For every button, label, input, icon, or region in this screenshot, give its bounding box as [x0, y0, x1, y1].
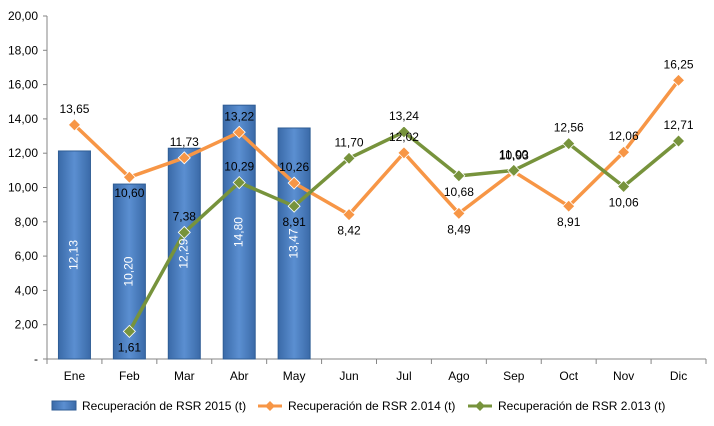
- series-point: [342, 151, 356, 165]
- legend-marker: [475, 401, 485, 411]
- line-data-label: 7,38: [173, 209, 197, 223]
- line-data-label: 10,93: [499, 149, 529, 163]
- line-data-label: 8,49: [447, 222, 471, 236]
- series-point: [122, 324, 136, 338]
- y-tick-label: 8,00: [15, 215, 39, 229]
- x-tick-label: Ene: [64, 369, 86, 383]
- x-tick-label: May: [283, 369, 306, 383]
- y-tick-label: 14,00: [8, 112, 38, 126]
- series-point: [671, 73, 686, 87]
- line-data-label: 11,70: [334, 135, 363, 149]
- series-point: [617, 179, 631, 194]
- bar-data-label: 13,47: [286, 228, 300, 258]
- legend-item: Recuperación de RSR 2015 (t): [51, 399, 246, 413]
- line-data-label: 11,73: [170, 135, 199, 149]
- series-point: [397, 146, 411, 160]
- series-point: [232, 125, 246, 139]
- legend-label: Recuperación de RSR 2015 (t): [82, 399, 246, 413]
- line-data-label: 8,91: [282, 215, 306, 229]
- series-point: [452, 206, 466, 220]
- series-point: [507, 163, 521, 177]
- y-tick-label: 6,00: [15, 249, 39, 263]
- legend-marker: [265, 401, 275, 411]
- line-data-label: 13,22: [224, 109, 254, 123]
- series-point: [671, 134, 686, 148]
- y-tick-label: 12,00: [8, 146, 38, 160]
- series-point: [122, 170, 136, 184]
- bar-data-label: 14,80: [231, 217, 245, 247]
- legend-label: Recuperación de RSR 2.014 (t): [288, 399, 455, 413]
- line-data-label: 8,91: [557, 215, 581, 229]
- line-data-label: 10,06: [609, 195, 639, 209]
- y-tick-label: -: [34, 352, 38, 366]
- legend-item: Recuperación de RSR 2.014 (t): [258, 399, 455, 413]
- y-tick-label: 10,00: [8, 181, 38, 195]
- x-tick-label: Sep: [503, 369, 525, 383]
- series-point: [397, 125, 411, 139]
- legend-item: Recuperación de RSR 2.013 (t): [468, 399, 665, 413]
- x-tick-label: Mar: [174, 369, 195, 383]
- x-tick-label: Dic: [670, 369, 687, 383]
- y-tick-label: 20,00: [8, 9, 38, 23]
- x-tick-label: Oct: [559, 369, 578, 383]
- series-point: [287, 199, 301, 213]
- series-point: [562, 137, 576, 151]
- series-point: [452, 169, 466, 183]
- bar-series: [57, 104, 311, 360]
- series-line: [127, 130, 680, 333]
- line-data-label: 10,29: [224, 160, 254, 174]
- bar: [57, 150, 91, 360]
- y-tick-label: 2,00: [15, 318, 39, 332]
- bar-data-label: 12,13: [67, 240, 81, 270]
- line-data-label: 11,00: [499, 147, 528, 161]
- line-data-label: 13,65: [59, 102, 89, 116]
- x-tick-label: Feb: [119, 369, 140, 383]
- series-point: [617, 145, 631, 159]
- series-point: [562, 199, 576, 213]
- series-point: [342, 208, 356, 222]
- x-tick-label: Jul: [396, 369, 411, 383]
- bar: [167, 147, 201, 360]
- series-point: [232, 175, 246, 190]
- line-data-label: 10,26: [279, 160, 309, 174]
- line-data-label: 16,25: [664, 57, 694, 71]
- bar: [277, 127, 311, 360]
- data-labels: 12,13 10,20 12,29 14,80 13,47 13,65 10,60 11,73…: [59, 57, 693, 354]
- bar: [222, 104, 256, 360]
- x-tick-label: Abr: [230, 369, 249, 383]
- line-data-label: 8,42: [337, 224, 361, 238]
- line-data-label: 1,61: [118, 340, 142, 354]
- series-point: [177, 151, 191, 165]
- y-tick-label: 18,00: [8, 43, 38, 57]
- line-data-label: 13,24: [389, 109, 419, 123]
- line-data-label: 12,06: [609, 129, 639, 143]
- bar-data-label: 12,29: [176, 238, 190, 268]
- axes: - 2,00 4,00 6,00 8,00 10,00 12,00 14,00 16,00 18,…: [8, 9, 707, 383]
- series-point: [67, 118, 82, 132]
- x-tick-label: Ago: [448, 369, 470, 383]
- x-tick-label: Jun: [339, 369, 358, 383]
- series-line: [73, 79, 680, 217]
- y-tick-label: 4,00: [15, 283, 39, 297]
- legend-label: Recuperación de RSR 2.013 (t): [498, 399, 665, 413]
- series-point: [177, 225, 191, 239]
- line-series: [67, 73, 686, 338]
- bar-data-label: 10,20: [122, 256, 136, 286]
- line-data-label: 10,60: [114, 186, 144, 200]
- series-point: [287, 176, 301, 190]
- x-tick-label: Nov: [613, 369, 634, 383]
- y-tick-label: 16,00: [8, 78, 38, 92]
- line-data-label: 12,56: [554, 121, 584, 135]
- line-data-label: 12,02: [389, 130, 419, 144]
- line-data-label: 12,71: [664, 118, 694, 132]
- legend: Recuperación de RSR 2015 (t) Recuperación…: [51, 399, 665, 413]
- legend-swatch: [51, 400, 77, 411]
- line-data-label: 10,68: [444, 185, 474, 199]
